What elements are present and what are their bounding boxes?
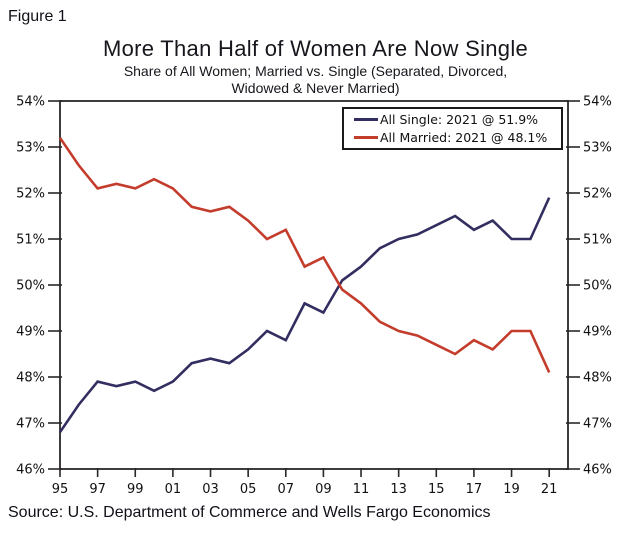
y-axis-label-left: 53%: [16, 141, 45, 156]
y-axis-label-right: 47%: [583, 417, 612, 432]
married-line: [58, 137, 551, 373]
y-axis-label-right: 53%: [583, 141, 612, 156]
y-axis-label-left: 47%: [16, 417, 45, 432]
legend-label-single: All Single: 2021 @ 51.9%: [380, 112, 539, 127]
x-axis-label: 03: [202, 482, 219, 497]
x-axis-label: 09: [315, 482, 332, 497]
x-axis-label: 13: [390, 482, 407, 497]
x-axis-label: 21: [541, 482, 558, 497]
y-axis-label-left: 51%: [16, 233, 45, 248]
y-axis-label-right: 54%: [583, 95, 612, 110]
chart-subtitle-line2: Widowed & Never Married): [231, 80, 400, 96]
x-axis-label: 95: [52, 482, 69, 497]
y-axis-label-left: 46%: [16, 463, 45, 478]
y-axis-label-right: 52%: [583, 187, 612, 202]
legend-item-single: All Single: 2021 @ 51.9%: [354, 111, 557, 128]
plot-border: [59, 100, 569, 470]
married-line-swatch: [354, 136, 378, 139]
legend-item-married: All Married: 2021 @ 48.1%: [354, 129, 557, 146]
y-axis-label-right: 48%: [583, 371, 612, 386]
x-axis-label: 01: [165, 482, 182, 497]
y-axis-label-left: 54%: [16, 95, 45, 110]
x-axis-label: 11: [353, 482, 370, 497]
chart-legend: All Single: 2021 @ 51.9% All Married: 20…: [342, 107, 563, 150]
x-axis-label: 97: [89, 482, 106, 497]
y-axis-label-right: 50%: [583, 279, 612, 294]
y-axis-label-left: 52%: [16, 187, 45, 202]
x-axis-label: 17: [466, 482, 483, 497]
x-axis-label: 99: [127, 482, 144, 497]
y-axis-label-right: 49%: [583, 325, 612, 340]
figure-label: Figure 1: [8, 8, 67, 25]
x-axis-label: 05: [240, 482, 257, 497]
x-axis-label: 15: [428, 482, 445, 497]
single-line: [58, 197, 551, 433]
single-line-swatch: [354, 118, 378, 121]
legend-label-married: All Married: 2021 @ 48.1%: [380, 130, 548, 145]
y-axis-label-left: 48%: [16, 371, 45, 386]
chart-title: More Than Half of Women Are Now Single: [102, 36, 529, 61]
x-axis-label: 07: [278, 482, 295, 497]
y-axis-label-right: 51%: [583, 233, 612, 248]
chart-subtitle-line1: Share of All Women; Married vs. Single (…: [123, 63, 508, 79]
y-axis-label-right: 46%: [583, 463, 612, 478]
source-text: Source: U.S. Department of Commerce and …: [8, 504, 491, 521]
y-axis-label-left: 50%: [16, 279, 45, 294]
y-axis-label-left: 49%: [16, 325, 45, 340]
x-axis-label: 19: [503, 482, 520, 497]
